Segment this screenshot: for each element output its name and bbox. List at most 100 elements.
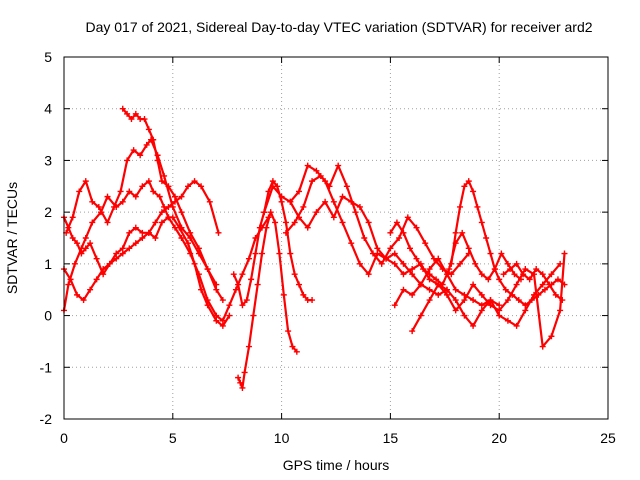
data-point-marker bbox=[409, 271, 416, 278]
data-point-marker bbox=[74, 291, 81, 298]
series-pass-6 bbox=[230, 178, 316, 309]
plot-area bbox=[61, 105, 568, 391]
data-point-marker bbox=[226, 302, 233, 309]
data-point-marker bbox=[111, 203, 118, 210]
data-point-marker bbox=[165, 214, 172, 221]
x-tick-label: 0 bbox=[60, 430, 68, 446]
data-point-marker bbox=[204, 297, 211, 304]
data-point-marker bbox=[128, 116, 135, 123]
data-point-marker bbox=[143, 141, 150, 148]
data-point-marker bbox=[178, 193, 185, 200]
data-point-marker bbox=[435, 291, 442, 298]
data-point-marker bbox=[259, 250, 266, 257]
data-point-marker bbox=[235, 281, 242, 288]
axes: -2 -1 0 1 2 3 4 5 0 5 10 15 20 25 bbox=[40, 49, 616, 446]
data-point-marker bbox=[365, 271, 372, 278]
data-point-marker bbox=[391, 250, 398, 257]
data-point-marker bbox=[374, 245, 381, 252]
data-point-marker bbox=[287, 250, 294, 257]
data-point-marker bbox=[330, 214, 337, 221]
series-line bbox=[263, 164, 449, 291]
data-point-marker bbox=[443, 291, 450, 298]
data-point-marker bbox=[491, 266, 498, 273]
data-point-marker bbox=[285, 328, 292, 335]
data-point-marker bbox=[448, 260, 455, 267]
data-point-marker bbox=[383, 255, 390, 262]
data-point-marker bbox=[559, 297, 566, 304]
data-point-marker bbox=[82, 178, 89, 185]
data-point-marker bbox=[554, 276, 561, 283]
data-point-marker bbox=[313, 209, 320, 216]
data-point-marker bbox=[500, 271, 507, 278]
data-point-marker bbox=[291, 271, 298, 278]
data-point-marker bbox=[470, 188, 477, 195]
data-point-marker bbox=[541, 286, 548, 293]
data-point-marker bbox=[470, 322, 477, 329]
data-point-marker bbox=[139, 235, 146, 241]
data-point-marker bbox=[187, 250, 194, 257]
series-pass-8 bbox=[261, 162, 450, 293]
data-point-marker bbox=[426, 276, 433, 283]
data-point-marker bbox=[339, 193, 346, 200]
data-point-marker bbox=[304, 224, 311, 231]
data-point-marker bbox=[124, 110, 131, 117]
data-point-marker bbox=[191, 178, 198, 185]
data-point-marker bbox=[365, 219, 372, 226]
x-axis-label: GPS time / hours bbox=[283, 457, 390, 473]
data-point-marker bbox=[409, 328, 416, 335]
data-point-marker bbox=[239, 271, 246, 278]
data-point-marker bbox=[237, 379, 244, 386]
y-tick-label: -1 bbox=[40, 359, 53, 375]
data-point-marker bbox=[478, 307, 485, 314]
data-point-marker bbox=[93, 255, 100, 262]
data-point-marker bbox=[204, 266, 211, 273]
data-point-marker bbox=[452, 229, 459, 236]
data-point-marker bbox=[165, 183, 172, 190]
y-tick-label: 0 bbox=[44, 308, 52, 324]
data-point-marker bbox=[206, 198, 213, 205]
data-point-marker bbox=[400, 229, 407, 236]
data-point-marker bbox=[139, 183, 146, 190]
data-point-marker bbox=[272, 219, 279, 226]
data-point-marker bbox=[152, 235, 159, 241]
data-point-marker bbox=[522, 266, 529, 273]
data-point-marker bbox=[313, 167, 320, 174]
data-point-marker bbox=[296, 214, 303, 221]
data-point-marker bbox=[459, 229, 466, 236]
data-point-marker bbox=[239, 302, 246, 309]
data-point-marker bbox=[156, 193, 163, 200]
data-point-marker bbox=[548, 271, 555, 278]
data-point-marker bbox=[557, 307, 564, 314]
data-point-marker bbox=[263, 224, 270, 231]
data-point-marker bbox=[533, 266, 540, 273]
data-point-marker bbox=[504, 260, 511, 267]
data-point-marker bbox=[557, 260, 564, 267]
y-axis-label: SDTVAR / TECUs bbox=[4, 182, 20, 294]
series-pass-13 bbox=[391, 260, 564, 329]
data-point-marker bbox=[87, 240, 94, 247]
series-line bbox=[62, 180, 231, 327]
data-point-marker bbox=[289, 343, 296, 350]
data-point-marker bbox=[124, 157, 131, 164]
data-point-marker bbox=[187, 229, 194, 236]
data-point-marker bbox=[256, 224, 263, 231]
data-point-marker bbox=[513, 322, 520, 329]
data-point-marker bbox=[178, 209, 185, 216]
data-point-marker bbox=[113, 250, 120, 257]
data-point-marker bbox=[548, 333, 555, 340]
data-point-marker bbox=[241, 369, 248, 376]
data-point-marker bbox=[478, 271, 485, 278]
data-point-marker bbox=[119, 250, 126, 257]
series-line bbox=[502, 262, 564, 302]
series-line bbox=[237, 211, 298, 390]
data-point-marker bbox=[435, 255, 442, 262]
data-point-marker bbox=[89, 219, 96, 226]
data-point-marker bbox=[76, 188, 83, 195]
data-point-marker bbox=[496, 312, 503, 319]
y-tick-label: 3 bbox=[44, 152, 52, 168]
data-point-marker bbox=[335, 162, 342, 169]
data-point-marker bbox=[293, 348, 300, 355]
data-point-marker bbox=[348, 240, 355, 247]
data-point-marker bbox=[426, 271, 433, 278]
data-point-marker bbox=[400, 286, 407, 293]
